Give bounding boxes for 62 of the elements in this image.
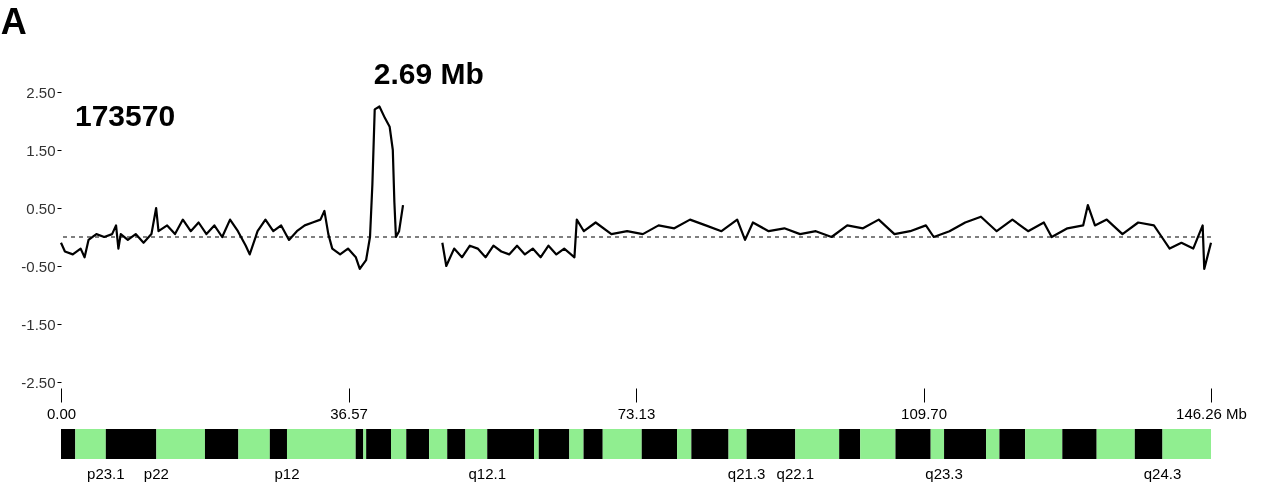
- bar: [406, 429, 430, 459]
- bar: [363, 429, 367, 459]
- series-label: q23.3: [925, 465, 963, 482]
- bar: [391, 429, 407, 459]
- x-tick-label: 146.26 Mb: [1176, 404, 1247, 422]
- bar: [1134, 429, 1163, 459]
- bar: [569, 429, 584, 459]
- bar: [746, 429, 796, 459]
- series-label: q21.3: [727, 465, 766, 482]
- bar: [860, 429, 896, 459]
- bar: [156, 429, 205, 459]
- bar: [583, 429, 603, 459]
- bar: [487, 429, 535, 459]
- bar: [238, 429, 270, 459]
- bar: [105, 429, 157, 459]
- text: 2.69 Mb: [373, 57, 484, 90]
- bar: [691, 429, 729, 459]
- bar: [1096, 429, 1135, 459]
- x-tick-label: 73.13: [617, 404, 656, 422]
- bar: [355, 429, 364, 459]
- bar: [986, 429, 1000, 459]
- bar: [677, 429, 692, 459]
- y-tick-label: -2.50: [21, 373, 56, 391]
- series-label: q12.1: [468, 465, 507, 482]
- bar: [447, 429, 466, 459]
- bar: [534, 429, 539, 459]
- bar: [728, 429, 747, 459]
- bar: [61, 429, 76, 459]
- bar: [465, 429, 488, 459]
- y-tick-label: 2.50: [26, 83, 56, 101]
- bar: [944, 429, 987, 459]
- series-label: p23.1: [87, 465, 125, 482]
- x-tick-label: 0.00: [46, 404, 77, 422]
- y-tick-label: -1.50: [21, 315, 56, 333]
- bar: [795, 429, 840, 459]
- x-tick-label: 36.57: [330, 404, 368, 422]
- bar: [429, 429, 448, 459]
- chart-title: A: [0, 1, 27, 42]
- bar: [75, 429, 106, 459]
- series-label: p22: [143, 465, 169, 482]
- y-tick-label: 0.50: [26, 199, 56, 217]
- bar: [366, 429, 391, 459]
- bar: [839, 429, 861, 459]
- bar: [1025, 429, 1063, 459]
- series-label: q24.3: [1143, 465, 1182, 482]
- bar: [999, 429, 1026, 459]
- bar: [286, 429, 356, 459]
- y-tick-label: 1.50: [26, 141, 56, 159]
- bar: [538, 429, 570, 459]
- bar: [930, 429, 945, 459]
- bar: [895, 429, 931, 459]
- bar: [602, 429, 642, 459]
- annotation: 173570: [75, 99, 176, 132]
- bar: [269, 429, 287, 459]
- series-label: p12: [274, 465, 300, 482]
- bar: [641, 429, 678, 459]
- bar: [204, 429, 239, 459]
- x-tick-label: 109.70: [901, 404, 947, 422]
- series-label: q22.1: [776, 465, 815, 482]
- bar: [1062, 429, 1097, 459]
- y-tick-label: -0.50: [21, 257, 56, 275]
- bar: [1162, 429, 1211, 459]
